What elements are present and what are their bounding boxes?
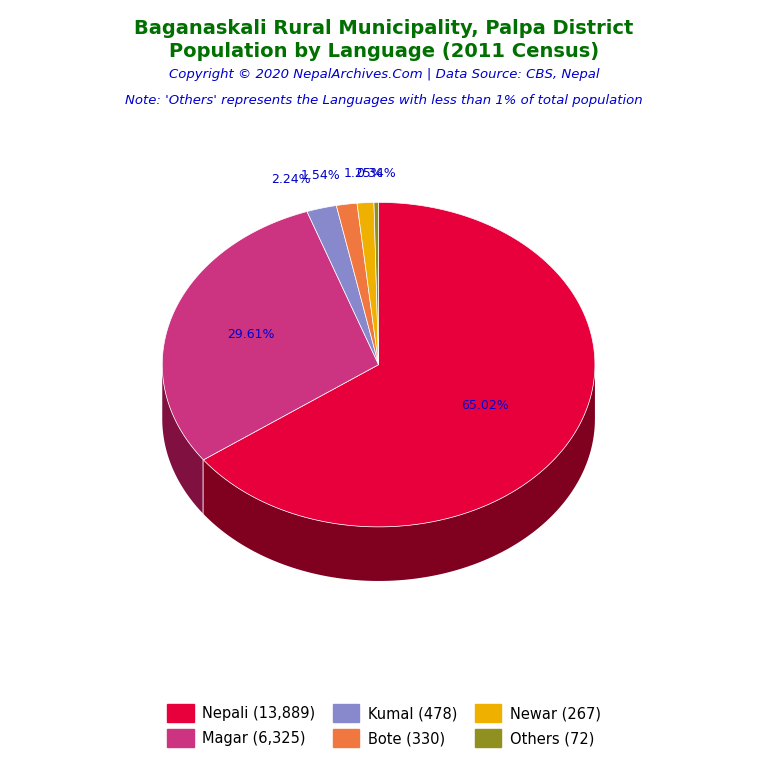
Polygon shape (357, 203, 379, 365)
Polygon shape (336, 204, 379, 365)
Polygon shape (162, 211, 379, 460)
Legend: Nepali (13,889), Magar (6,325), Kumal (478), Bote (330), Newar (267), Others (72: Nepali (13,889), Magar (6,325), Kumal (4… (161, 698, 607, 753)
Polygon shape (162, 365, 204, 514)
Text: 65.02%: 65.02% (461, 399, 508, 412)
Text: Baganaskali Rural Municipality, Palpa District: Baganaskali Rural Municipality, Palpa Di… (134, 19, 634, 38)
Polygon shape (204, 365, 595, 581)
Polygon shape (204, 203, 595, 527)
Polygon shape (307, 206, 379, 365)
Text: Copyright © 2020 NepalArchives.Com | Data Source: CBS, Nepal: Copyright © 2020 NepalArchives.Com | Dat… (169, 68, 599, 81)
Text: Population by Language (2011 Census): Population by Language (2011 Census) (169, 42, 599, 61)
Text: 0.34%: 0.34% (356, 167, 396, 180)
Text: 1.54%: 1.54% (301, 169, 341, 182)
Text: 1.25%: 1.25% (343, 167, 383, 180)
Text: 2.24%: 2.24% (272, 174, 311, 187)
Text: 29.61%: 29.61% (227, 328, 274, 341)
Text: Note: 'Others' represents the Languages with less than 1% of total population: Note: 'Others' represents the Languages … (125, 94, 643, 107)
Polygon shape (374, 203, 379, 365)
